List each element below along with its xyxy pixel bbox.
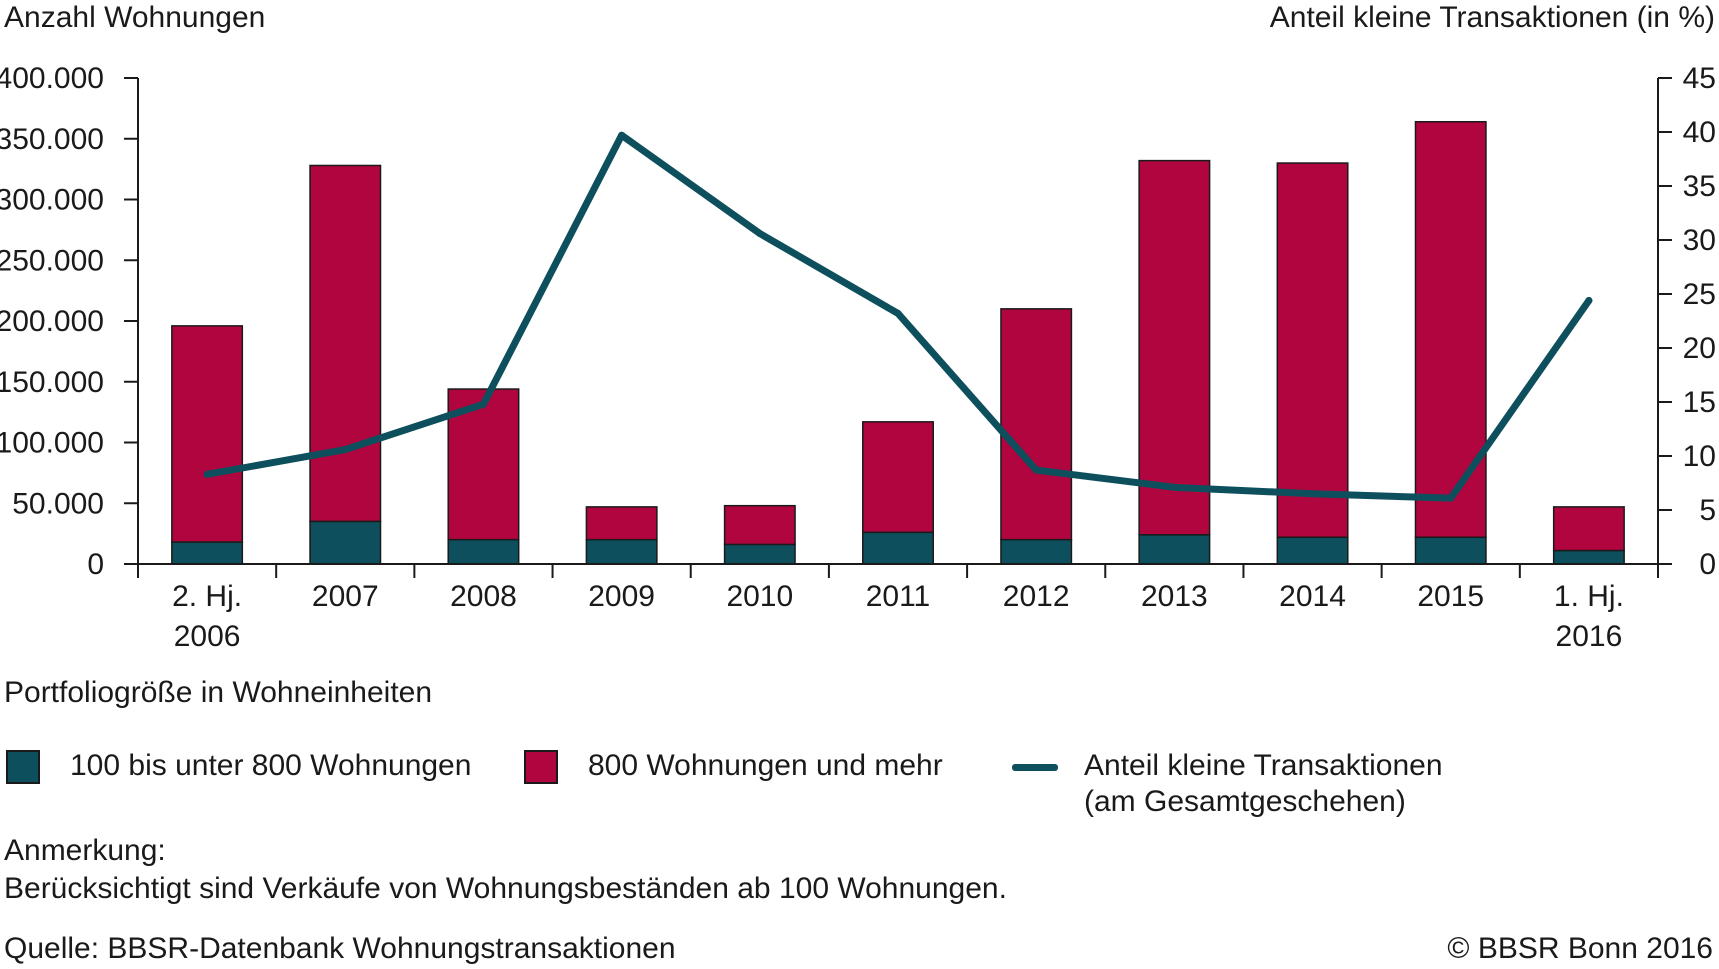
note-title: Anmerkung: (4, 834, 166, 867)
legend-label-share-line2: (am Gesamtgeschehen) (1084, 785, 1406, 818)
share-point-10 (1585, 296, 1593, 304)
legend-label-share: Anteil kleine Transaktionen (am Gesamtge… (1084, 748, 1443, 820)
legend-item-large: 800 Wohnungen und mehr (524, 748, 943, 784)
x-tick-label-9: 2015 (1417, 580, 1484, 613)
bar-small-2 (447, 538, 520, 565)
right-tick-label-8: 40 (1683, 116, 1716, 149)
bar-large-4 (723, 504, 796, 546)
x-tick-label-4: 2010 (726, 580, 793, 613)
legend-line-swatch (1012, 764, 1058, 771)
x-tick-label-3: 2009 (588, 580, 655, 613)
right-tick-label-2: 10 (1683, 440, 1716, 473)
left-tick-label-4: 200.000 (0, 305, 104, 338)
bar-large-0 (171, 325, 244, 543)
x-tick-label-5: 2011 (866, 580, 931, 613)
legend-label-large: 800 Wohnungen und mehr (588, 749, 943, 782)
left-tick-label-5: 250.000 (0, 244, 104, 277)
share-point-7 (1170, 483, 1178, 491)
left-tick-label-3: 150.000 (0, 366, 104, 399)
bar-large-10 (1552, 506, 1625, 552)
left-tick-label-6: 300.000 (0, 184, 104, 217)
left-axis-title: Anzahl Wohnungen (4, 1, 265, 34)
right-tick-label-4: 20 (1683, 332, 1716, 365)
legend-item-share: Anteil kleine Transaktionen (am Gesamtge… (1012, 748, 1443, 820)
share-point-4 (756, 230, 764, 238)
x-tick-label-10-0: 1. Hj. (1554, 580, 1624, 613)
x-tick-label-0-1: 2006 (174, 620, 241, 653)
x-tick-label-6: 2012 (1003, 580, 1070, 613)
share-point-0 (203, 470, 211, 478)
right-tick-label-3: 15 (1683, 386, 1716, 419)
legend-label-share-line1: Anteil kleine Transaktionen (1084, 749, 1443, 782)
right-tick-label-5: 25 (1683, 278, 1716, 311)
bar-large-7 (1138, 159, 1211, 536)
source-text: Quelle: BBSR-Datenbank Wohnungstransakti… (4, 932, 676, 965)
bar-large-8 (1276, 162, 1349, 539)
note-text: Berücksichtigt sind Verkäufe von Wohnung… (4, 872, 1007, 905)
left-tick-label-8: 400.000 (0, 62, 104, 95)
bar-small-1 (309, 520, 382, 565)
axes-group: 0 50.000 100.000 150.000 200.000 250.000 300.0… (0, 62, 1716, 653)
legend-item-small: 100 bis unter 800 Wohnungen (6, 748, 471, 784)
bar-large-6 (1000, 308, 1073, 541)
share-point-3 (618, 131, 626, 139)
line-layer (203, 131, 1593, 502)
legend-swatch-large (524, 750, 558, 784)
legend-title: Portfoliogröße in Wohneinheiten (4, 676, 433, 709)
bar-small-3 (585, 538, 658, 565)
share-point-8 (1309, 490, 1317, 498)
share-point-2 (479, 400, 487, 408)
chart: Anzahl Wohnungen Anteil kleine Transakti… (0, 1, 1716, 653)
copyright-text: © BBSR Bonn 2016 (1447, 932, 1713, 965)
right-tick-label-0: 0 (1699, 548, 1716, 581)
legend: 100 bis unter 800 Wohnungen 800 Wohnunge… (0, 748, 1719, 828)
x-tick-label-2: 2008 (450, 580, 517, 613)
x-tick-label-0-0: 2. Hj. (172, 580, 242, 613)
bar-small-5 (862, 531, 934, 565)
right-tick-label-6: 30 (1683, 224, 1716, 257)
right-tick-label-9: 45 (1683, 62, 1716, 95)
bar-large-5 (862, 421, 934, 534)
x-tick-label-10-1: 2016 (1556, 620, 1623, 653)
left-tick-label-0: 0 (87, 548, 104, 581)
share-point-5 (894, 309, 902, 317)
bar-small-10 (1552, 549, 1625, 565)
share-point-1 (341, 446, 349, 454)
bar-small-4 (723, 543, 796, 565)
bar-small-8 (1276, 536, 1349, 565)
bars-group (171, 120, 1625, 565)
right-tick-label-7: 35 (1683, 170, 1716, 203)
x-tick-label-1: 2007 (312, 580, 379, 613)
share-point-6 (1032, 466, 1040, 474)
bar-small-7 (1138, 534, 1211, 565)
left-tick-label-1: 50.000 (12, 487, 104, 520)
right-tick-label-1: 5 (1699, 494, 1716, 527)
bar-small-9 (1414, 536, 1487, 565)
legend-label-small: 100 bis unter 800 Wohnungen (70, 749, 472, 782)
right-axis-title: Anteil kleine Transaktionen (in %) (1270, 1, 1715, 34)
x-tick-label-8: 2014 (1279, 580, 1346, 613)
bar-small-6 (1000, 538, 1073, 565)
bar-large-9 (1414, 120, 1487, 539)
legend-swatch-small (6, 750, 40, 784)
left-tick-label-7: 350.000 (0, 123, 104, 156)
x-tick-label-7: 2013 (1141, 580, 1208, 613)
share-point-9 (1447, 494, 1455, 502)
left-tick-label-2: 100.000 (0, 427, 104, 460)
bar-large-3 (585, 506, 658, 541)
bar-large-1 (309, 164, 382, 523)
bar-small-0 (171, 541, 244, 565)
